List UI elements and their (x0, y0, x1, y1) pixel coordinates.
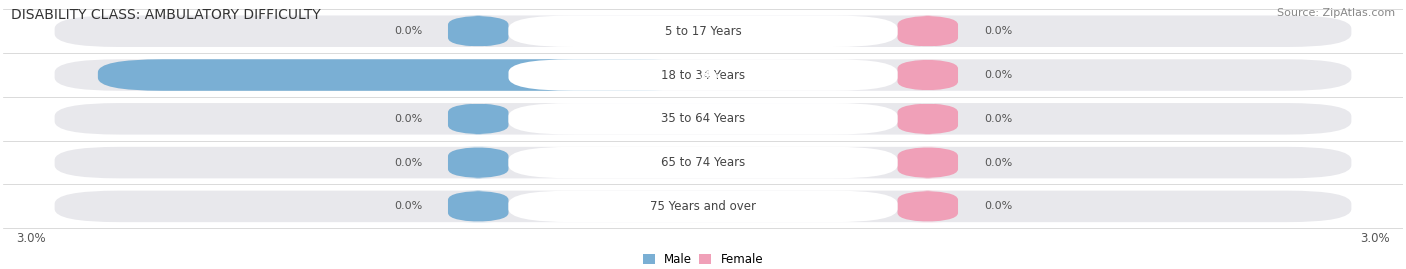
Text: 35 to 64 Years: 35 to 64 Years (661, 112, 745, 125)
Text: 0.0%: 0.0% (984, 70, 1012, 80)
FancyBboxPatch shape (897, 16, 957, 47)
FancyBboxPatch shape (98, 59, 703, 91)
FancyBboxPatch shape (55, 147, 1351, 178)
Text: DISABILITY CLASS: AMBULATORY DIFFICULTY: DISABILITY CLASS: AMBULATORY DIFFICULTY (11, 8, 321, 22)
Text: 0.0%: 0.0% (984, 158, 1012, 168)
Text: 75 Years and over: 75 Years and over (650, 200, 756, 213)
FancyBboxPatch shape (55, 103, 1351, 134)
FancyBboxPatch shape (509, 103, 897, 134)
FancyBboxPatch shape (509, 59, 897, 91)
Text: Source: ZipAtlas.com: Source: ZipAtlas.com (1277, 8, 1395, 18)
FancyBboxPatch shape (55, 191, 1351, 222)
FancyBboxPatch shape (897, 191, 957, 222)
Text: 0.0%: 0.0% (394, 26, 422, 36)
Text: 3.0%: 3.0% (1361, 232, 1391, 245)
Text: 18 to 34 Years: 18 to 34 Years (661, 69, 745, 82)
Text: 3.0%: 3.0% (15, 232, 45, 245)
Text: 2.8%: 2.8% (690, 70, 721, 80)
Text: 0.0%: 0.0% (984, 26, 1012, 36)
Legend: Male, Female: Male, Female (638, 248, 768, 269)
Text: 0.0%: 0.0% (394, 114, 422, 124)
FancyBboxPatch shape (449, 191, 509, 222)
Text: 0.0%: 0.0% (984, 114, 1012, 124)
Text: 5 to 17 Years: 5 to 17 Years (665, 25, 741, 38)
Text: 65 to 74 Years: 65 to 74 Years (661, 156, 745, 169)
FancyBboxPatch shape (449, 103, 509, 134)
FancyBboxPatch shape (509, 147, 897, 178)
Text: 0.0%: 0.0% (394, 158, 422, 168)
FancyBboxPatch shape (449, 16, 509, 47)
Text: 0.0%: 0.0% (984, 201, 1012, 211)
FancyBboxPatch shape (509, 16, 897, 47)
FancyBboxPatch shape (55, 16, 1351, 47)
FancyBboxPatch shape (897, 147, 957, 178)
FancyBboxPatch shape (897, 59, 957, 91)
Text: 0.0%: 0.0% (394, 201, 422, 211)
FancyBboxPatch shape (509, 191, 897, 222)
FancyBboxPatch shape (897, 103, 957, 134)
FancyBboxPatch shape (449, 147, 509, 178)
FancyBboxPatch shape (55, 59, 1351, 91)
